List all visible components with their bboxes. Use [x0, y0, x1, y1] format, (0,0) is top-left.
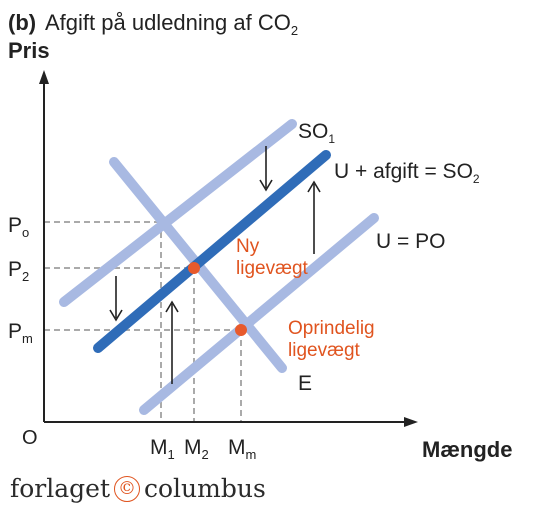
- x-axis-label: Mængde: [422, 437, 512, 462]
- x-tick-m2: M2: [184, 436, 209, 462]
- title-sub: 2: [291, 23, 298, 38]
- diagram-title: (b) Afgift på udledning af CO2: [8, 10, 298, 38]
- guide-lines: [44, 221, 242, 422]
- label-demand-e: E: [298, 372, 312, 395]
- copyright-symbol: ©: [114, 476, 140, 502]
- arrow-down-left-head: [109, 309, 123, 322]
- title-text: Afgift på udledning af CO: [45, 10, 291, 35]
- title-prefix: (b): [8, 10, 36, 35]
- publisher-logo: forlaget © columbus: [10, 474, 266, 503]
- axes: [39, 70, 418, 427]
- arrow-up-left-head: [165, 300, 179, 313]
- supply-curve-so1: [59, 119, 297, 307]
- label-so1: SO1: [298, 120, 335, 146]
- label-upo: U = PO: [376, 230, 445, 253]
- annotation-new-equilibrium: Ny ligevægt: [236, 236, 309, 279]
- x-axis-arrow: [404, 417, 418, 427]
- original-equilibrium-point: [235, 324, 247, 336]
- y-tick-po: Po: [8, 214, 29, 240]
- new-equilibrium-point: [188, 262, 200, 274]
- annotation-original-equilibrium: Oprindelig ligevægt: [288, 318, 380, 361]
- x-tick-mm: Mm: [228, 436, 256, 462]
- y-axis-label: Pris: [8, 38, 50, 63]
- origin-label: O: [22, 427, 38, 449]
- arrow-down-right-head: [259, 179, 273, 192]
- x-tick-m1: M1: [150, 436, 175, 462]
- y-axis-arrow: [39, 70, 49, 84]
- y-tick-p2: P2: [8, 258, 29, 284]
- arrow-up-right-head: [307, 180, 321, 193]
- label-tax-curve: U + afgift = SO2: [334, 160, 480, 186]
- publisher-name-left: forlaget: [10, 474, 110, 503]
- shift-arrows: [109, 146, 321, 384]
- y-tick-pm: Pm: [8, 320, 33, 346]
- supply-curve-tax: [93, 150, 331, 353]
- supply-curve-upo: [139, 213, 379, 415]
- publisher-name-right: columbus: [144, 474, 266, 503]
